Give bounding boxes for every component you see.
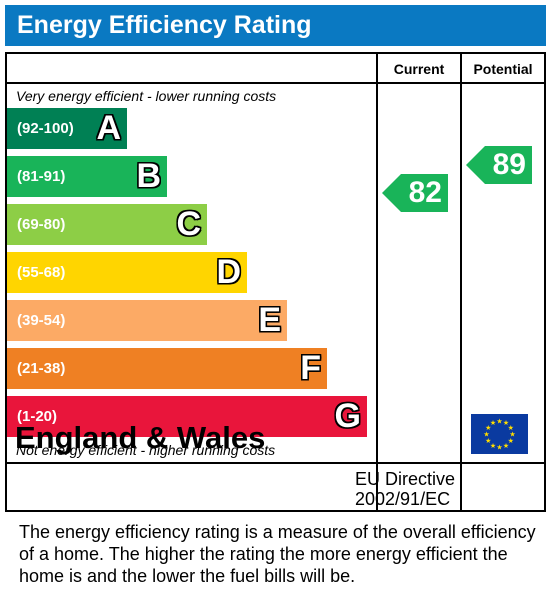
potential-rating-arrow: 89 [466,146,532,184]
eu-star-icon: ★ [508,437,514,445]
column-header-current: Current [393,61,445,77]
band-d: (55-68) D [7,252,247,293]
header-divider [7,82,544,84]
band-letter: E [258,301,281,339]
eu-star-icon: ★ [503,442,509,450]
rating-table: Current Potential Very energy efficient … [5,52,546,512]
eu-directive-line1: EU Directive [355,469,456,489]
band-b: (81-91) B [7,156,167,197]
eu-star-icon: ★ [496,418,502,426]
eu-star-icon: ★ [490,442,496,450]
band-g: (1-20) G [7,396,367,437]
band-letter: B [136,157,161,195]
band-range: (21-38) [17,360,66,377]
band-range: (92-100) [17,120,74,137]
divider-current [376,54,378,510]
bottom-note: Not energy efficient - higher running co… [16,442,276,458]
eu-star-icon: ★ [508,424,514,432]
band-letter: F [300,349,321,387]
band-letter: G [334,397,361,435]
top-note: Very energy efficient - lower running co… [16,88,277,104]
band-letter: D [216,253,241,291]
band-range: (39-54) [17,312,66,329]
eu-star-icon: ★ [485,424,491,432]
footer-divider [7,462,544,464]
footer-country: England & Wales [15,420,266,455]
eu-star-icon: ★ [490,419,496,427]
eu-star-icon: ★ [483,431,489,439]
description-text: The energy efficiency rating is a measur… [19,522,536,586]
eu-star-icon: ★ [509,431,515,439]
band-f: (21-38) F [7,348,327,389]
chart-title: Energy Efficiency Rating [5,5,546,46]
band-e: (39-54) E [7,300,287,341]
eu-star-icon: ★ [496,444,502,452]
band-range: (1-20) [17,408,58,425]
band-c: (69-80) C [7,204,207,245]
current-rating-arrow: 82 [382,174,448,212]
band-range: (81-91) [17,168,66,185]
eu-star-icon: ★ [485,437,491,445]
eu-directive-line2: 2002/91/EC [355,489,451,509]
band-letter: A [96,109,121,147]
band-range: (55-68) [17,264,66,281]
eu-stars-icon: ★★★★★★★★★ ★ ★★ [483,418,515,452]
band-range: (69-80) [17,216,66,233]
column-header-potential: Potential [473,61,533,77]
band-letter: C [176,205,201,243]
divider-potential [460,54,462,510]
eu-flag-icon: ★ ★ ★ ★ ★ ★ ★ ★ ★ ★ ★ ★ [471,414,528,454]
band-a: (92-100) A [7,108,127,149]
eu-star-icon: ★ [503,419,509,427]
